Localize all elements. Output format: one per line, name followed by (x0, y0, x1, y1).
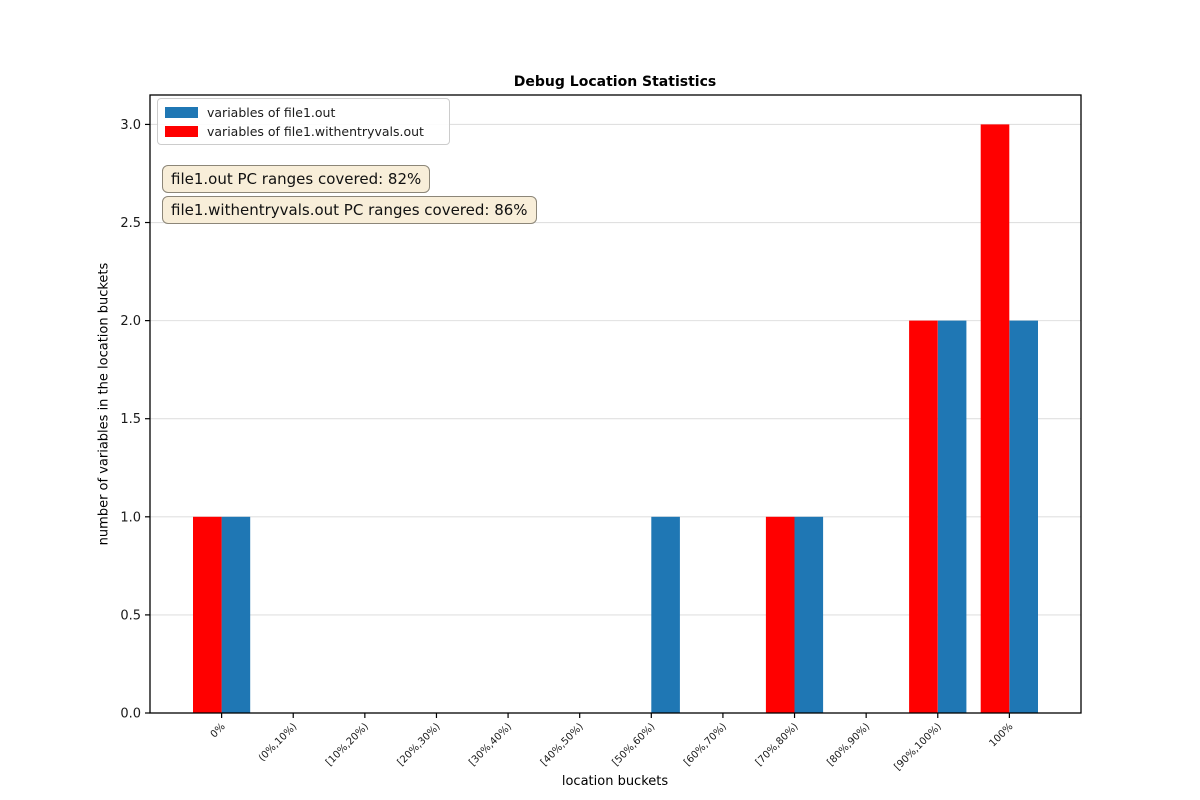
x-tick-label: [80%,90%) (825, 721, 872, 768)
bar-0%-variables of file1.withentryvals.out (193, 516, 222, 713)
y-tick-label: 1.0 (120, 510, 141, 525)
x-tick-label: (0%,10%) (257, 721, 300, 764)
bar-[90%,100%)-variables of file1.out (937, 320, 967, 713)
y-tick-label: 1.5 (120, 412, 141, 427)
x-tick-label: [10%,20%) (324, 721, 371, 768)
y-tick-label: 2.5 (120, 216, 141, 231)
x-tick-label: [20%,30%) (396, 721, 443, 768)
legend-color-patch (165, 126, 198, 137)
x-axis-label: location buckets (561, 774, 669, 789)
bar-[70%,80%)-variables of file1.out (794, 516, 824, 713)
bar-[90%,100%)-variables of file1.withentryvals.out (909, 320, 938, 713)
x-tick-label: [50%,60%) (610, 721, 657, 768)
bar-[70%,80%)-variables of file1.withentryvals.out (765, 516, 795, 713)
legend-item: variables of file1.out (165, 105, 441, 120)
y-axis-label: number of variables in the location buck… (96, 262, 112, 546)
legend: variables of file1.out variables of file1… (157, 98, 450, 145)
chart-title: Debug Location Statistics (513, 74, 717, 90)
x-tick-label: 100% (988, 721, 1016, 749)
plot-border (149, 94, 1082, 714)
x-tick-label: 0% (209, 721, 228, 740)
bar-[50%,60%)-variables of file1.out (651, 516, 680, 713)
legend-item-label: variables of file1.out (207, 105, 336, 120)
legend-item-label: variables of file1.withentryvals.out (207, 124, 424, 139)
x-tick-label: [70%,80%) (754, 721, 801, 768)
annotation-file1-pc-coverage: file1.out PC ranges covered: 82% (162, 165, 431, 193)
x-tick-label: [30%,40%) (467, 721, 514, 768)
bar-100%-variables of file1.out (1009, 320, 1038, 713)
annotation-file1-withentryvals-pc-coverage: file1.withentryvals.out PC ranges covere… (162, 196, 537, 224)
legend-item: variables of file1.withentryvals.out (165, 124, 441, 139)
y-tick-label: 0.5 (120, 608, 141, 623)
x-tick-label: [60%,70%) (682, 721, 729, 768)
x-tick-label: [90%,100%) (892, 721, 944, 773)
legend-color-patch (165, 107, 198, 118)
x-tick-label: [40%,50%) (539, 721, 586, 768)
bar-100%-variables of file1.withentryvals.out (980, 124, 1010, 713)
bar-0%-variables of file1.out (221, 516, 251, 713)
y-tick-label: 0.0 (120, 707, 141, 722)
y-tick-label: 3.0 (120, 118, 141, 133)
y-tick-label: 2.0 (120, 314, 141, 329)
